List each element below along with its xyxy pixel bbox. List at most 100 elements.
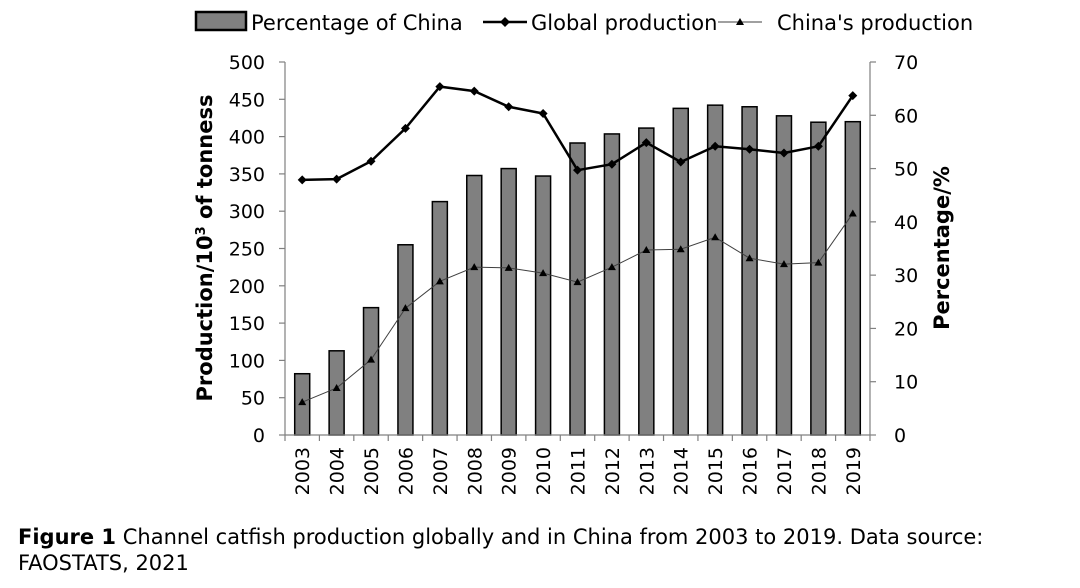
left-tick-label: 100 <box>229 350 265 372</box>
china-production-point-2009 <box>504 263 513 271</box>
bar-2009 <box>500 167 517 436</box>
x-tick-label-2016: 2016 <box>740 447 762 495</box>
bar-2017 <box>775 115 793 436</box>
global-production-point-2008 <box>469 86 479 96</box>
right-tick-label: 40 <box>894 212 918 234</box>
left-tick-label: 450 <box>229 89 265 111</box>
china-production-point-2005 <box>367 355 376 363</box>
global-production-point-2011 <box>573 165 582 175</box>
left-tick-label: 350 <box>229 164 265 186</box>
figure-caption: Figure 1 Channel catfish production glob… <box>18 524 1068 576</box>
bar-2010 <box>534 175 552 436</box>
global-production-point-2019 <box>848 91 858 101</box>
left-tick-label: 400 <box>229 127 265 149</box>
global-production-point-2013 <box>641 138 651 148</box>
bar-2014 <box>672 107 689 436</box>
china-production-point-2014 <box>676 245 685 253</box>
left-axis-label-main: Production/10 <box>193 235 217 401</box>
x-tick-label-2019: 2019 <box>843 447 865 495</box>
right-tick-label: 0 <box>894 425 906 447</box>
global-production-point-2015 <box>710 141 720 151</box>
global-production-point-2004 <box>332 174 342 184</box>
bar-2013 <box>638 127 655 436</box>
right-tick-label: 20 <box>894 318 918 340</box>
x-tick-label-2015: 2015 <box>705 447 727 495</box>
china-production-point-2003 <box>298 398 307 406</box>
right-tick-label: 30 <box>894 265 918 287</box>
right-tick-label: 70 <box>894 52 918 74</box>
legend-label-china: China's production <box>777 11 973 35</box>
china-production-point-2012 <box>607 263 616 271</box>
legend-triangle-marker <box>736 18 744 25</box>
x-tick-label-2012: 2012 <box>602 447 624 495</box>
x-tick-label-2011: 2011 <box>568 447 590 495</box>
global-production-point-2007 <box>435 82 445 92</box>
global-production-point-2016 <box>745 144 755 154</box>
china-production-point-2013 <box>642 245 651 253</box>
global-production-point-2018 <box>813 141 823 151</box>
left-tick-label: 500 <box>229 52 265 74</box>
china-production-point-2007 <box>435 277 444 285</box>
left-tick-label: 250 <box>229 239 265 261</box>
x-tick-label-2005: 2005 <box>361 447 383 495</box>
legend-bar-swatch <box>194 10 248 32</box>
axes: 0 50 100 150 200 250 300 350 400 450 500 0 10 20 30 40 5… <box>229 52 918 495</box>
global-production-point-2003 <box>297 175 307 185</box>
bar-2019 <box>844 120 862 436</box>
china-production-point-2015 <box>711 233 720 241</box>
china-production-point-2004 <box>332 384 341 392</box>
x-tick-label-2006: 2006 <box>395 447 417 495</box>
left-tick-label: 50 <box>241 388 265 410</box>
left-tick-label: 300 <box>229 201 265 223</box>
china-production-point-2019 <box>848 209 857 217</box>
legend-label-global: Global production <box>531 11 717 35</box>
china-production-point-2008 <box>470 263 479 271</box>
x-tick-label-2018: 2018 <box>808 447 830 495</box>
global-production-point-2010 <box>538 108 548 118</box>
legend-label-percentage: Percentage of China <box>251 11 463 35</box>
right-tick-label: 50 <box>894 159 918 181</box>
china-production-point-2011 <box>573 278 582 286</box>
china-production-point-2018 <box>814 258 823 266</box>
x-tick-label-2013: 2013 <box>636 447 658 495</box>
bar-2005 <box>362 306 380 436</box>
x-tick-label-2003: 2003 <box>292 447 314 495</box>
right-tick-label: 60 <box>894 105 918 127</box>
left-axis-label-tail: of tonness <box>193 95 217 227</box>
global-production-point-2005 <box>366 156 376 166</box>
bar-2016 <box>741 106 758 436</box>
china-production-point-2006 <box>401 304 410 312</box>
right-tick-label: 10 <box>894 372 918 394</box>
x-tick-label-2009: 2009 <box>499 447 521 495</box>
production-lines <box>297 82 858 406</box>
left-tick-label: 200 <box>229 276 265 298</box>
china-production-point-2017 <box>779 260 788 268</box>
right-axis-label: Percentage/% <box>930 166 954 330</box>
x-tick-label-2014: 2014 <box>671 447 693 495</box>
bar-2011 <box>569 142 586 436</box>
caption-text: Channel catfish production globally and … <box>18 525 984 575</box>
left-tick-label: 0 <box>253 425 265 447</box>
bar-2007 <box>431 200 449 436</box>
bar-2006 <box>397 244 414 436</box>
bar-2004 <box>328 350 345 436</box>
global-production-point-2014 <box>676 157 686 167</box>
legend-diamond-marker <box>500 17 510 27</box>
global-production-point-2006 <box>400 123 410 133</box>
global-production-point-2009 <box>504 102 514 112</box>
bar-2008 <box>466 174 483 436</box>
bar-2018 <box>810 121 827 436</box>
catfish-production-chart: Percentage of China Global production Ch… <box>193 10 973 495</box>
x-tick-label-2010: 2010 <box>533 447 555 495</box>
china-production-point-2016 <box>745 254 754 262</box>
caption-label: Figure 1 <box>18 525 117 549</box>
bar-2015 <box>706 104 724 436</box>
global-production-point-2012 <box>607 159 617 169</box>
x-tick-label-2004: 2004 <box>327 447 349 495</box>
x-tick-label-2017: 2017 <box>774 447 796 495</box>
left-axis-label-sup: 3 <box>194 226 209 235</box>
legend: Percentage of China Global production Ch… <box>194 10 973 35</box>
china-production-point-2010 <box>539 269 548 277</box>
x-tick-label-2007: 2007 <box>430 447 452 495</box>
x-tick-label-2008: 2008 <box>464 447 486 495</box>
